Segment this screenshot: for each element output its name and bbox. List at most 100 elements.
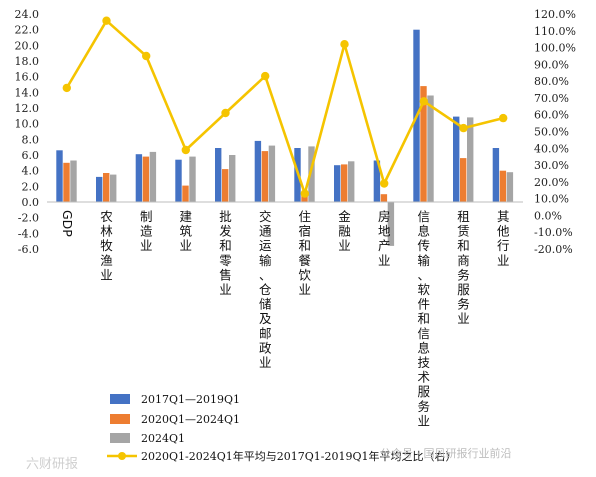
bar-3-9 [387, 202, 395, 246]
right-tick-label: -10.0% [534, 226, 573, 239]
left-tick-label: -6.0 [18, 243, 39, 256]
bar-2-9 [380, 194, 388, 202]
left-tick-label: 22.0 [15, 24, 40, 37]
ratio-point-8 [340, 40, 349, 49]
bar-1-1 [56, 150, 63, 202]
left-tick-label: 8.0 [22, 133, 40, 146]
ratio-point-5 [221, 108, 230, 118]
ratio-point-6 [261, 71, 270, 81]
left-tick-label: 12.0 [15, 102, 40, 115]
ratio-point-7 [300, 189, 309, 198]
right-tick-label: -20.0% [534, 243, 573, 256]
right-tick-label: 30.0% [534, 159, 569, 172]
legend: 2017Q1—2019Q1 2020Q1—2024Q1 2024Q1 2020Q1-2… [107, 393, 456, 463]
legend-marker [118, 452, 126, 460]
category-text: 农林牧渔业 [100, 209, 113, 282]
bar-3-3 [149, 151, 157, 202]
category-text: GDP [60, 210, 75, 237]
legend-swatch-3 [110, 433, 130, 443]
left-tick-label: 20.0 [15, 39, 40, 52]
bar-1-11 [453, 116, 460, 202]
category-label-1: GDP [60, 210, 75, 237]
right-tick-label: 50.0% [534, 126, 569, 139]
watermark-right-text: 公众号 · 国风研报行业前沿 [380, 446, 512, 460]
bar-2-12 [499, 170, 507, 202]
left-tick-label: 10.0 [15, 118, 40, 131]
category-label-9: 房地产业 [378, 209, 391, 268]
ratio-line-layer [62, 16, 508, 198]
ratio-point-1 [62, 83, 71, 93]
category-text: 租赁和商务服务业 [457, 209, 470, 326]
bar-2-6 [261, 151, 269, 202]
right-tick-label: 90.0% [534, 58, 569, 71]
bar-2-3 [142, 156, 150, 202]
bar-3-7 [308, 146, 315, 202]
bar-1-4 [175, 159, 182, 202]
legend-swatch-1 [110, 394, 130, 404]
bar-1-2 [96, 176, 103, 202]
bar-3-10 [427, 95, 434, 202]
legend-swatch-2 [110, 414, 130, 424]
category-label-12: 其他行业 [497, 209, 510, 268]
legend-label-3: 2024Q1 [141, 432, 185, 445]
bar-2-4 [182, 185, 189, 202]
category-text: 其他行业 [497, 209, 510, 268]
bar-2-10 [420, 86, 427, 202]
right-tick-label: 60.0% [534, 109, 569, 122]
category-label-7: 住宿和餐饮业 [299, 209, 312, 297]
right-tick-label: 100.0% [534, 42, 576, 55]
category-label-6: 交通运输、仓储及邮政业 [259, 209, 272, 370]
bar-1-5 [215, 148, 222, 202]
left-tick-label: 14.0 [15, 86, 40, 99]
category-text: 信息传输、软件和信息技术服务业 [418, 209, 431, 428]
bar-3-11 [467, 117, 474, 202]
bar-2-8 [341, 164, 348, 202]
category-text: 建筑业 [180, 209, 193, 253]
ratio-point-12 [499, 113, 508, 123]
ratio-point-4 [181, 145, 190, 155]
right-tick-label: 20.0% [534, 176, 569, 189]
bar-2-11 [460, 158, 467, 202]
category-text: 批发和零售业 [219, 209, 232, 297]
category-text: 制造业 [140, 209, 153, 253]
right-tick-label: 80.0% [534, 75, 569, 88]
watermark: 六财研报 公众号 · 国风研报行业前沿 [26, 446, 512, 472]
ratio-point-9 [380, 179, 389, 188]
right-tick-label: 110.0% [534, 25, 576, 38]
bar-3-4 [189, 156, 196, 202]
category-text: 金融业 [338, 209, 351, 253]
bar-2-1 [63, 162, 70, 202]
bar-3-8 [348, 161, 355, 202]
category-label-10: 信息传输、软件和信息技术服务业 [418, 209, 431, 428]
left-tick-label: 18.0 [15, 55, 40, 68]
bar-3-12 [506, 172, 514, 202]
category-text: 房地产业 [378, 209, 391, 268]
bar-3-2 [110, 174, 117, 202]
right-tick-label: 0.0% [534, 209, 562, 222]
bar-3-1 [70, 160, 77, 202]
category-text: 交通运输、仓储及邮政业 [259, 209, 272, 370]
ratio-point-3 [142, 51, 151, 61]
ratio-point-2 [102, 16, 111, 25]
left-tick-label: 0.0 [22, 196, 40, 209]
left-tick-label: 2.0 [22, 180, 40, 193]
bar-2-7 [301, 194, 308, 202]
category-label-8: 金融业 [338, 209, 351, 253]
right-tick-label: 70.0% [534, 92, 569, 105]
ratio-line [65, 19, 504, 195]
right-tick-label: 120.0% [534, 8, 576, 21]
left-tick-label: -4.0 [18, 227, 39, 240]
left-tick-label: 4.0 [22, 165, 40, 178]
right-tick-label: 40.0% [534, 142, 569, 155]
left-axis-ticks: 24.0 22.0 20.0 18.0 16.0 14.0 12.0 10.0 8.0 6.0 4.… [15, 8, 40, 256]
category-label-11: 租赁和商务服务业 [457, 209, 470, 326]
left-tick-label: 6.0 [22, 149, 40, 162]
bar-1-8 [334, 165, 341, 202]
category-text: 住宿和餐饮业 [299, 209, 312, 297]
left-tick-label: -2.0 [18, 212, 39, 225]
bar-2-5 [222, 169, 229, 202]
category-labels: GDP 农林牧渔业 制造业 建筑业 批发和零售业 交通运输、仓储及邮政业 住宿和餐饮业 金融业… [60, 209, 510, 428]
bar-2-2 [103, 173, 110, 202]
legend-label-1: 2017Q1—2019Q1 [141, 393, 240, 406]
